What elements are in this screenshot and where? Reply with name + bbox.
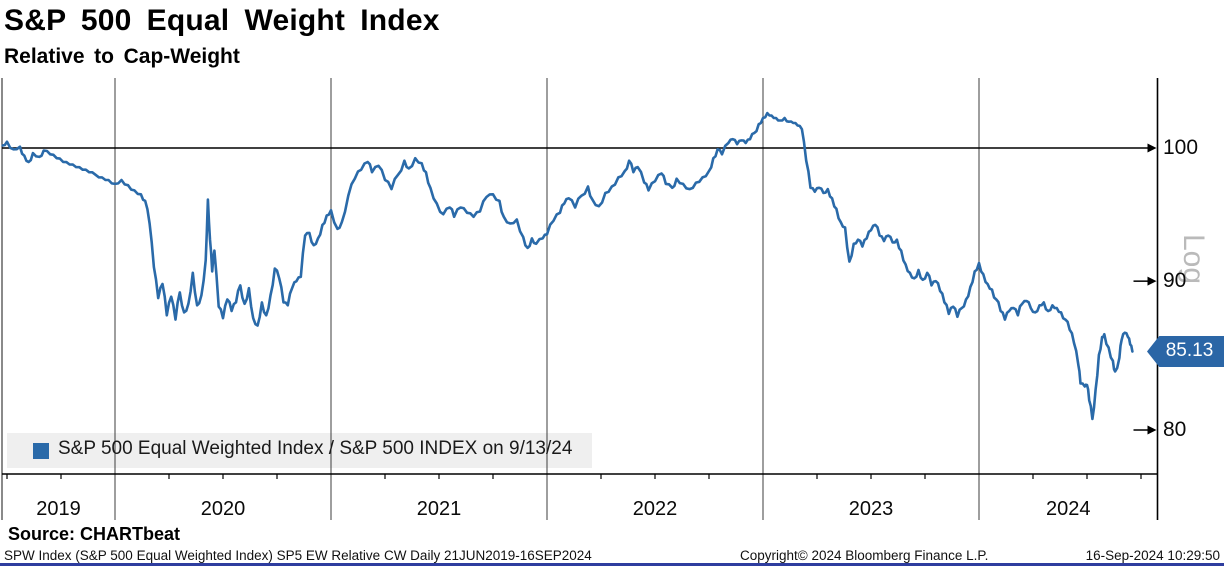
bottom-accent-bar xyxy=(0,563,1224,566)
y-tick-arrowhead xyxy=(1147,143,1157,153)
x-tick-label-2024: 2024 xyxy=(1046,498,1091,520)
last-price-badge: 85.13 xyxy=(1147,335,1224,367)
y-tick-label-90: 90 xyxy=(1163,269,1187,293)
footer: SPW Index (S&P 500 Equal Weighted Index)… xyxy=(0,548,1224,563)
page-subtitle: Relative to Cap-Weight xyxy=(4,45,240,68)
y-tick-label-100: 100 xyxy=(1163,136,1199,159)
y-tick-arrowhead xyxy=(1147,276,1157,286)
x-tick-label-2022: 2022 xyxy=(632,498,678,520)
x-tick-label-2021: 2021 xyxy=(416,498,462,520)
page-title: S&P 500 Equal Weight Index xyxy=(4,4,440,37)
last-price-value: 85.13 xyxy=(1165,340,1214,362)
footer-timestamp: 16-Sep-2024 10:29:50 xyxy=(1085,548,1220,563)
footer-copyright: Copyright© 2024 Bloomberg Finance L.P. xyxy=(740,548,989,563)
x-tick-label-2023: 2023 xyxy=(848,498,894,520)
price-line xyxy=(1,111,1134,421)
y-tick-arrowhead xyxy=(1147,425,1157,435)
legend-series-label: S&P 500 Equal Weighted Index / S&P 500 I… xyxy=(58,438,573,459)
x-tick-label-2019: 2019 xyxy=(36,498,81,520)
source-label: Source: CHARTbeat xyxy=(8,524,181,544)
y-tick-label-80: 80 xyxy=(1163,418,1187,441)
x-tick-label-2020: 2020 xyxy=(200,498,246,520)
footer-description: SPW Index (S&P 500 Equal Weighted Index)… xyxy=(4,548,592,563)
legend-box[interactable] xyxy=(7,433,592,468)
legend-series-swatch xyxy=(33,443,49,459)
